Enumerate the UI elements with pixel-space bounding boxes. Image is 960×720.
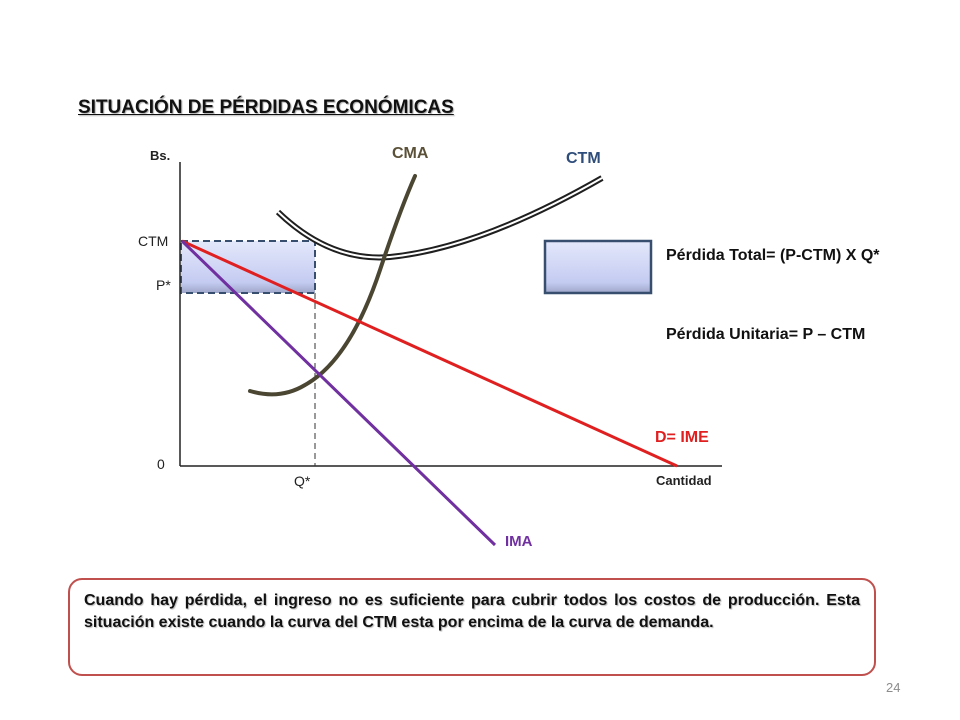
ctm-curve-label: CTM xyxy=(566,150,601,167)
ima-curve xyxy=(180,239,497,547)
x-axis-label: Cantidad xyxy=(656,473,712,488)
cma-curve xyxy=(248,174,417,397)
ctm-tick-label: CTM xyxy=(138,233,169,249)
slide-title: SITUACIÓN DE PÉRDIDAS ECONÓMICAS xyxy=(78,97,454,118)
price-tick-label: P* xyxy=(156,277,171,293)
total-loss-formula: Pérdida Total= (P-CTM) X Q* xyxy=(666,247,880,264)
cma-curve-label: CMA xyxy=(392,145,429,162)
demand-curve-label: D= IME xyxy=(655,429,709,446)
loss-legend-box xyxy=(543,239,653,295)
unit-loss-formula: Pérdida Unitaria= P – CTM xyxy=(666,326,866,343)
origin-label: 0 xyxy=(157,456,165,472)
ima-curve-label: IMA xyxy=(505,533,533,550)
y-axis-label: Bs. xyxy=(150,148,171,163)
explanation-note: Cuando hay pérdida, el ingreso no es suf… xyxy=(68,578,876,676)
quantity-tick-label: Q* xyxy=(294,473,311,489)
page-number: 24 xyxy=(886,680,901,695)
demand-curve xyxy=(181,239,678,468)
